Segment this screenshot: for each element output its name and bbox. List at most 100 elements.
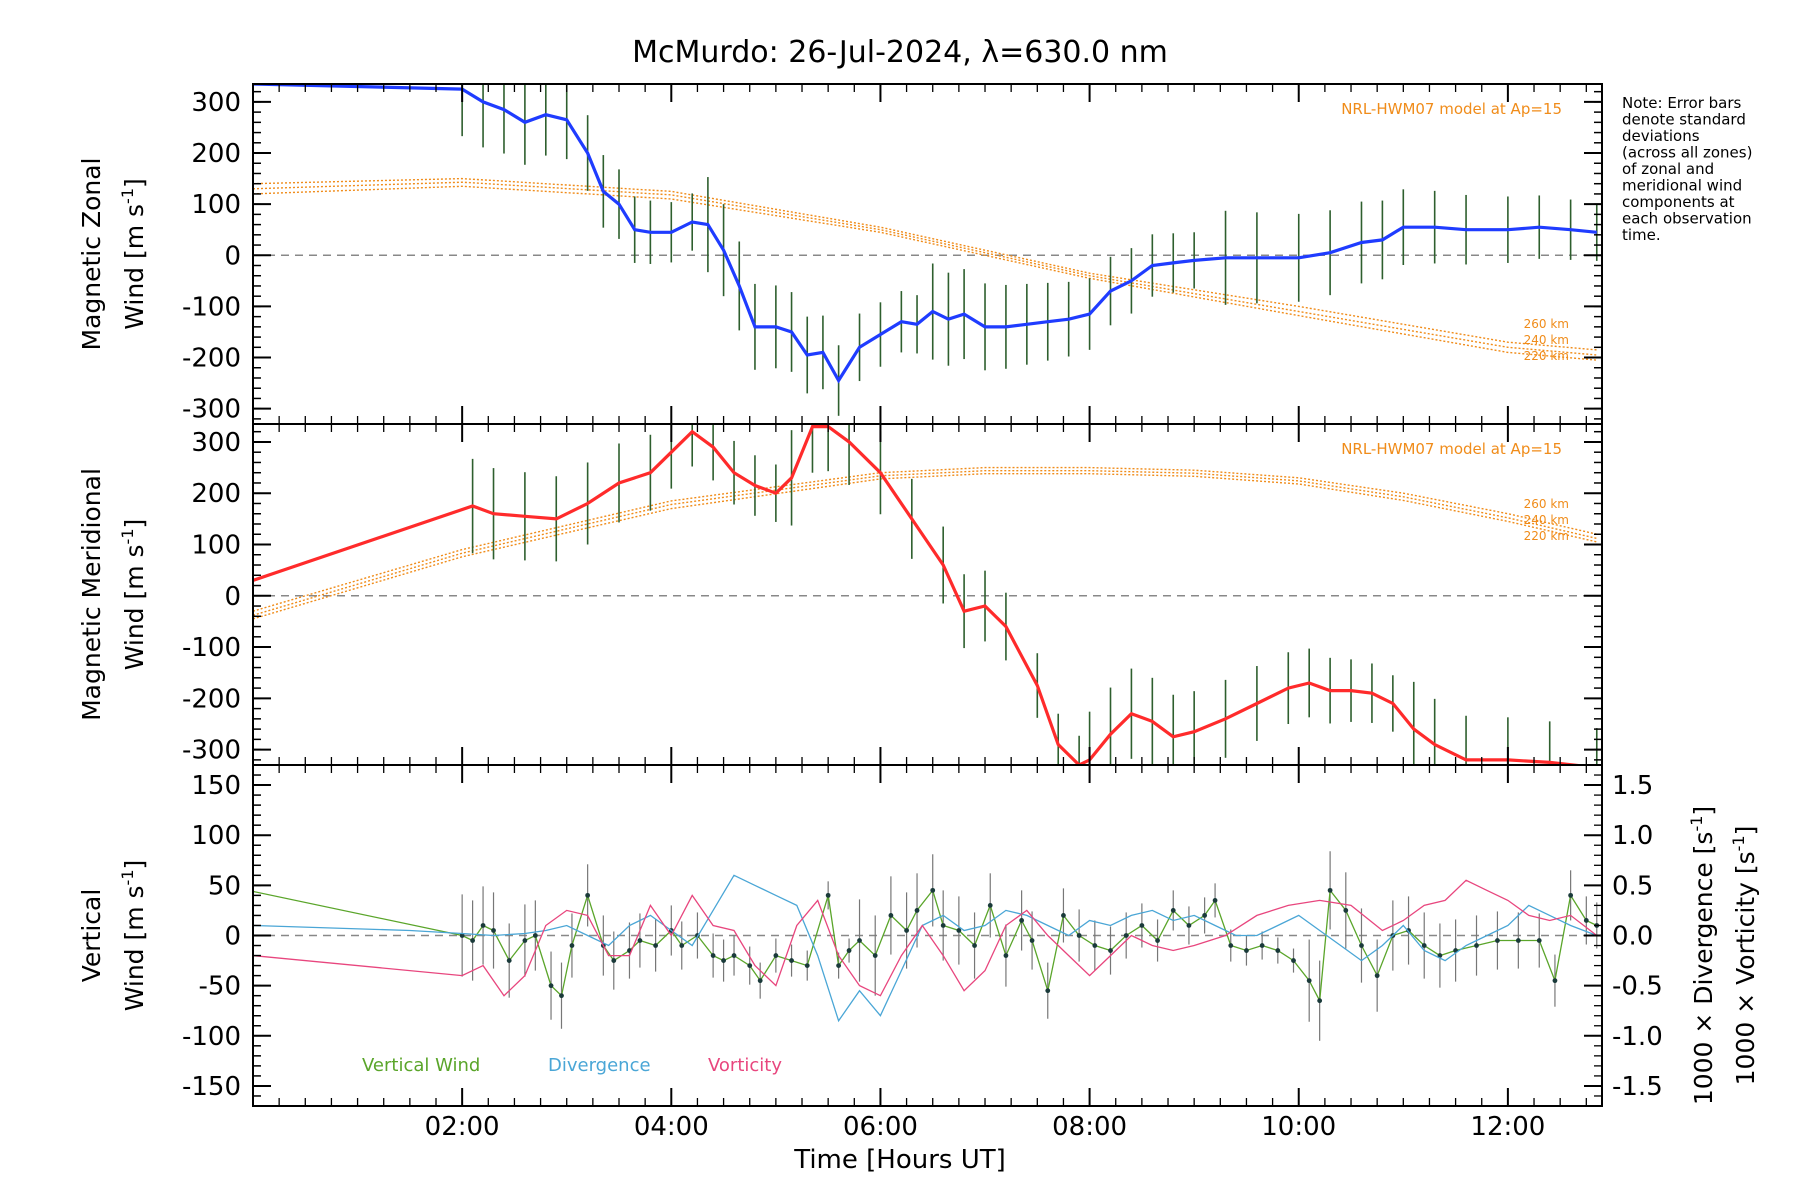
data-point xyxy=(459,933,465,938)
data-point xyxy=(585,892,591,898)
y-axis-unit-label: Wind [m s-1] xyxy=(118,519,149,671)
model-label: NRL-HWM07 model at Ap=15 xyxy=(1341,440,1562,458)
data-point xyxy=(846,948,852,953)
series-line xyxy=(253,874,1598,1023)
y-axis-label: Magnetic Meridional xyxy=(77,468,106,721)
x-tick-label: 06:00 xyxy=(843,1112,918,1142)
y-tick-label: -300 xyxy=(182,395,241,425)
altitude-label: 260 km xyxy=(1524,497,1569,511)
data-point xyxy=(1291,958,1296,963)
altitude-label: 260 km xyxy=(1524,317,1569,331)
x-tick-label: 10:00 xyxy=(1261,1112,1336,1142)
data-point xyxy=(506,958,512,963)
data-point xyxy=(1359,943,1364,948)
y2-tick-label: -0.5 xyxy=(1612,972,1663,1002)
series-vorticity xyxy=(253,879,1598,997)
unit-text: Wind [m s xyxy=(120,204,149,330)
y2-tick-label: 1.0 xyxy=(1612,821,1653,851)
note-line: of zonal and xyxy=(1622,160,1714,178)
label-close: ] xyxy=(1731,826,1760,836)
y2-tick-label: -1.0 xyxy=(1612,1022,1663,1052)
y-tick-label: 100 xyxy=(191,531,241,561)
data-point xyxy=(491,928,496,933)
legend-entry: Vertical Wind xyxy=(362,1055,480,1076)
data-point xyxy=(710,953,716,958)
vorticity-axis-label: 1000 × Vorticity [s-1] xyxy=(1729,826,1760,1086)
data-point xyxy=(1170,908,1176,913)
data-point xyxy=(904,928,909,933)
data-point xyxy=(1019,918,1025,923)
data-point xyxy=(1139,923,1145,928)
panel-zonal: NRL-HWM07 model at Ap=15 260 km 240 km 220 … xyxy=(77,83,1603,425)
y-tick-label: -100 xyxy=(182,633,241,663)
y-tick-label: -50 xyxy=(199,972,241,1002)
label-text: 1000 × Divergence [s xyxy=(1689,832,1718,1106)
y-axis-unit-label: Wind [m s-1] xyxy=(118,178,149,330)
data-point xyxy=(1212,897,1218,903)
data-point xyxy=(721,958,726,963)
data-point xyxy=(637,938,643,943)
x-tick-label: 04:00 xyxy=(634,1112,709,1142)
y-tick-label: -200 xyxy=(182,344,241,374)
data-point xyxy=(1406,928,1411,933)
note-line: denote standard xyxy=(1622,111,1746,129)
x-tick-label: 02:00 xyxy=(425,1112,500,1142)
unit-superscript: -1 xyxy=(118,869,137,885)
data-point xyxy=(1228,943,1234,948)
data-point xyxy=(1317,998,1323,1004)
data-point xyxy=(480,923,486,928)
data-point xyxy=(1421,943,1427,948)
y-tick-label: 0 xyxy=(224,922,241,952)
data-point xyxy=(972,943,977,948)
unit-close: ] xyxy=(120,178,149,188)
data-point xyxy=(804,963,810,968)
data-point xyxy=(1474,943,1479,948)
unit-superscript: -1 xyxy=(118,188,137,204)
y-axis-label: Vertical xyxy=(77,889,106,983)
data-point xyxy=(930,887,936,893)
chart-title: McMurdo: 26-Jul-2024, λ=630.0 nm xyxy=(632,35,1168,70)
note-line: Note: Error bars xyxy=(1622,94,1742,112)
y2-tick-label: 0.0 xyxy=(1612,922,1653,952)
note-line: (across all zones) xyxy=(1622,144,1752,162)
x-tick-label: 08:00 xyxy=(1052,1112,1127,1142)
note-line: time. xyxy=(1622,226,1661,244)
y-tick-label: -300 xyxy=(182,736,241,766)
data-point xyxy=(914,908,920,913)
y-tick-label: 100 xyxy=(191,821,241,851)
y2-tick-label: 1.5 xyxy=(1612,771,1653,801)
y-tick-label: 0 xyxy=(224,582,241,612)
y-tick-label: 300 xyxy=(191,88,241,118)
x-axis-label: Time [Hours UT] xyxy=(793,1145,1006,1175)
unit-text: Wind [m s xyxy=(120,885,149,1011)
data-point xyxy=(940,923,946,928)
altitude-label: 220 km xyxy=(1524,349,1569,363)
legend-entry: Vorticity xyxy=(708,1055,782,1076)
label-close: ] xyxy=(1689,806,1718,816)
data-point xyxy=(1061,913,1066,918)
data-point xyxy=(1202,913,1208,918)
data-point xyxy=(888,913,894,918)
data-point xyxy=(1306,978,1312,984)
data-point xyxy=(1568,892,1574,898)
y-tick-label: -100 xyxy=(182,1022,241,1052)
model-curve-220-km xyxy=(253,185,1597,361)
data-point xyxy=(548,983,554,989)
model-curve-220-km xyxy=(253,473,1597,620)
y2-tick-label: 0.5 xyxy=(1612,871,1653,901)
series-line xyxy=(253,84,1597,384)
altitude-label: 240 km xyxy=(1524,513,1569,527)
series-meridional-wind xyxy=(253,424,1598,765)
divergence-axis-label: 1000 × Divergence [s-1] xyxy=(1687,806,1718,1105)
data-point xyxy=(789,958,794,963)
data-point xyxy=(470,938,476,943)
label-superscript: -1 xyxy=(1729,835,1748,851)
model-curve-240-km xyxy=(253,470,1597,616)
data-point xyxy=(1092,943,1098,948)
data-point xyxy=(956,928,962,933)
y-tick-label: 300 xyxy=(191,428,241,458)
y2-tick-label: -1.5 xyxy=(1612,1072,1663,1102)
